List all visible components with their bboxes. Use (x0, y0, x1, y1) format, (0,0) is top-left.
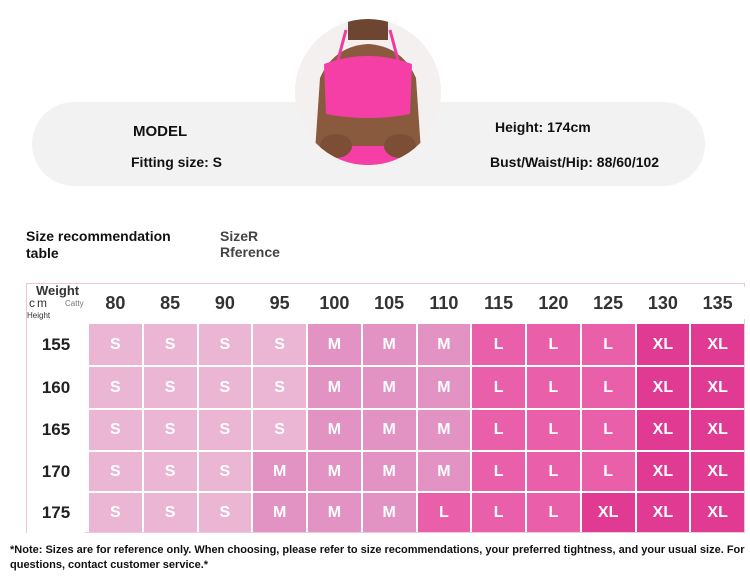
size-cell: M (362, 324, 416, 365)
weight-header: 100 (307, 287, 362, 319)
size-cell: S (143, 410, 197, 450)
size-cell: XL (636, 452, 690, 491)
size-cell: S (253, 367, 306, 408)
size-cell: S (89, 493, 142, 532)
weight-header: 120 (526, 287, 581, 319)
weight-header: 80 (88, 287, 143, 319)
size-cell: XL (636, 410, 690, 450)
size-cell: M (308, 410, 361, 450)
size-cell: M (417, 452, 471, 491)
size-cell: XL (691, 410, 744, 450)
size-cell: L (527, 324, 580, 365)
height-header: 160 (27, 366, 85, 409)
size-cell: M (417, 410, 471, 450)
model-label: MODEL (133, 123, 188, 140)
size-cell: S (253, 410, 306, 450)
size-cell: M (362, 367, 416, 408)
fitting-size: Fitting size: S (131, 154, 222, 170)
size-cell: S (253, 324, 306, 365)
size-cell: S (143, 452, 197, 491)
size-cell: XL (691, 493, 744, 532)
size-cell: L (417, 493, 471, 532)
height-header: 155 (27, 323, 85, 366)
size-cell: L (472, 493, 525, 532)
reference-line: SizeR (220, 228, 259, 244)
size-table (26, 283, 745, 533)
height-header: 165 (27, 409, 85, 451)
size-cell: L (581, 367, 635, 408)
size-cell: S (143, 493, 197, 532)
size-cell: L (472, 452, 525, 491)
model-height: Height: 174cm (495, 119, 591, 135)
size-cell: L (472, 324, 525, 365)
table-title: Size recommendation table (26, 228, 171, 261)
size-cell: XL (581, 493, 635, 532)
weight-header: 110 (416, 287, 472, 319)
size-cell: S (89, 452, 142, 491)
reference-line: Rference (220, 244, 280, 260)
size-cell: M (308, 493, 361, 532)
size-cell: XL (636, 493, 690, 532)
weight-header: 130 (635, 287, 691, 319)
note: *Note: Sizes are for reference only. Whe… (10, 544, 745, 571)
size-cell: M (362, 410, 416, 450)
corner-weight: Weight (36, 283, 80, 298)
model-photo (295, 19, 441, 165)
size-cell: M (362, 493, 416, 532)
size-cell: XL (636, 324, 690, 365)
size-cell: M (308, 324, 361, 365)
height-header: 175 (27, 492, 85, 533)
weight-header: 85 (142, 287, 198, 319)
size-cell: XL (691, 324, 744, 365)
weight-header: 95 (252, 287, 307, 319)
size-cell: M (253, 493, 306, 532)
size-cell: M (253, 452, 306, 491)
height-header: 170 (27, 451, 85, 492)
corner-height: Height (27, 311, 51, 320)
size-cell: M (308, 452, 361, 491)
size-cell: M (417, 367, 471, 408)
size-cell: XL (636, 367, 690, 408)
size-cell: S (89, 410, 142, 450)
weight-header: 105 (361, 287, 417, 319)
size-cell: S (89, 367, 142, 408)
size-cell: M (417, 324, 471, 365)
size-cell: L (527, 367, 580, 408)
reference-label: SizeR Rference (220, 228, 280, 260)
size-cell: L (581, 452, 635, 491)
size-cell: L (527, 493, 580, 532)
weight-header: 135 (690, 287, 745, 319)
size-cell: XL (691, 452, 744, 491)
corner-cm: cm (29, 296, 49, 310)
size-cell: S (198, 324, 252, 365)
size-cell: L (472, 367, 525, 408)
size-cell: S (198, 367, 252, 408)
size-cell: S (89, 324, 142, 365)
size-cell: M (362, 452, 416, 491)
size-cell: S (198, 410, 252, 450)
weight-header: 115 (471, 287, 526, 319)
size-cell: XL (691, 367, 744, 408)
model-measurements: Bust/Waist/Hip: 88/60/102 (490, 154, 660, 170)
size-cell: M (308, 367, 361, 408)
size-cell: L (527, 452, 580, 491)
size-cell: S (143, 367, 197, 408)
weight-header: 90 (197, 287, 253, 319)
corner-catty: Catty (65, 299, 84, 308)
size-cell: S (198, 493, 252, 532)
size-cell: S (143, 324, 197, 365)
size-cell: L (581, 324, 635, 365)
size-cell: L (581, 410, 635, 450)
size-cell: S (198, 452, 252, 491)
size-cell: L (472, 410, 525, 450)
weight-header: 125 (580, 287, 636, 319)
size-cell: L (527, 410, 580, 450)
